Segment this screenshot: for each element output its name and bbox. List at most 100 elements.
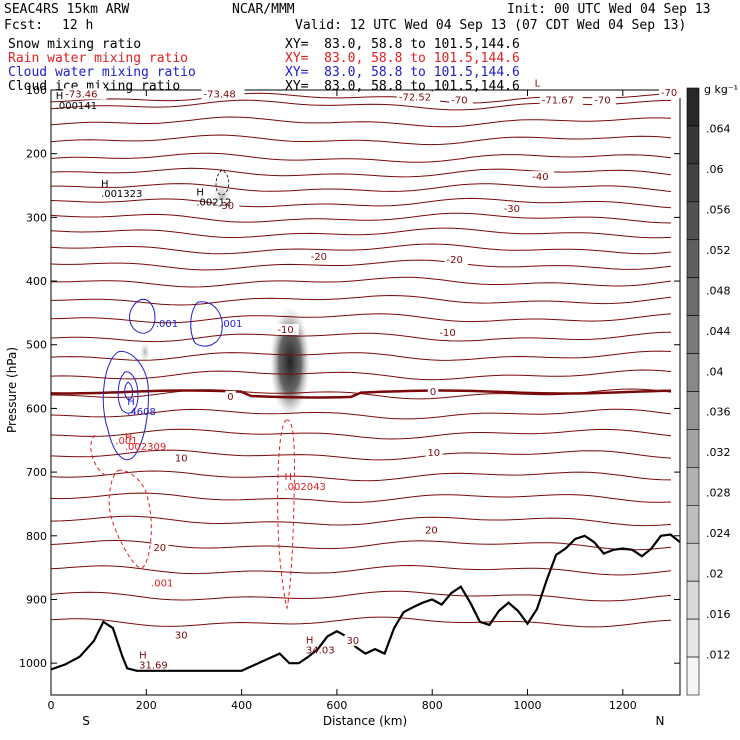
temperature-contour-line [50,515,672,527]
temperature-label: -70 [661,88,677,99]
temperature-label-bg [396,91,440,103]
cloud-water-contours [102,298,223,461]
colorbar-tick-label: .036 [706,406,731,419]
y-axis-label: Pressure (hPa) [5,347,19,433]
cloud-contour-c-inner [117,371,139,414]
plot-axes: 0 200 400 600 800 1000 12001002003004005006007… [19,84,681,712]
temperature-label-bg [423,524,441,536]
extremum-label: .4608 [127,407,156,418]
colorbar-segment [686,618,700,658]
init-time: Init: 00 UTC Wed 04 Sep 13 [507,2,711,17]
forecast-hour: 12 h [62,18,94,33]
temperature-label: -72.52 [399,93,431,104]
x-axis-label: Distance (km) [323,714,407,728]
x-tick-label: 0 [48,699,55,712]
temperature-contour-line [50,116,672,128]
x-tick-label: 400 [231,699,252,712]
x-tick-label: 1200 [609,699,637,712]
temperature-contour-line [50,259,672,271]
y-tick-label: 1000 [19,657,47,670]
temperature-contour-line [50,350,672,361]
colorbar-segment [686,580,700,620]
temperature-contour-line [51,183,672,193]
temperature-label-bg [658,87,683,99]
legend-snow-xy: XY= 83.0, 58.8 to 101.5,144.6 [285,37,520,52]
colorbar-tick-label: .056 [706,203,731,216]
temperature-label-bg [344,634,362,646]
temperature-contour-line [50,313,672,324]
extremum-label: .001323 [101,189,142,200]
cloud-contour-b [190,301,223,347]
legend-cloud-water-label: Cloud water mixing ratio [8,65,196,80]
y-tick-label: 900 [26,593,47,606]
freezing-level-contour [50,389,672,399]
temperature-contour-line [50,470,672,482]
temperature-label: 0 [227,392,233,403]
legend-rain-xy: XY= 83.0, 58.8 to 101.5,144.6 [285,51,520,66]
y-tick-label: 400 [26,275,47,288]
rain-contour-left [108,469,152,569]
temperature-contour-line [50,449,672,461]
temperature-label: -73.48 [203,89,235,100]
colorbar-segment [686,467,700,506]
terrain-profile [50,533,681,672]
temperature-label: 10 [175,454,188,465]
colorbar-tick-label: .032 [706,446,731,459]
snow-contour-small [215,169,230,196]
x-tick-label: 600 [326,699,347,712]
x-tick-label: 800 [422,699,443,712]
y-tick-label: 700 [26,466,47,479]
forecast-label: Fcst: [4,18,44,33]
temperature-label-bg [172,629,190,641]
temperature-label: 30 [346,636,359,647]
extremum-marker: H [125,432,133,443]
extremum-marker: H [101,179,109,190]
colorbar-segment [686,239,700,278]
y-tick-label: 800 [26,530,47,543]
rain-contour-small [90,434,106,476]
temperature-contour-line [50,616,672,628]
temperature-label: -70 [594,96,610,107]
temperature-contour-line [50,227,672,239]
plot-frame [50,89,681,696]
temperature-label: 30 [175,631,188,642]
valid-time: Valid: 12 UTC Wed 04 Sep 13 (07 CDT Wed … [295,18,687,33]
extremum-marker: H [139,650,147,661]
x-end-label-north: N [656,714,665,728]
temperature-label-bg [501,203,526,214]
colorbar-segment [686,125,700,165]
temperature-contour-line [50,590,672,602]
temperature-label: 20 [153,543,166,554]
temperature-label-bg [308,250,333,262]
extremum-marker: H [284,472,292,483]
legend-rain-label: Rain water mixing ratio [8,51,189,66]
colorbar-unit: g kg⁻¹ [704,83,738,96]
contour-labels: -73.46 -73.48 -72.52 -70 -71.67 -70 -70 -40 -30 -… [56,78,683,671]
ice-shading-layer [140,178,310,417]
temperature-label-bg [172,452,190,464]
colorbar-tick-label: .012 [706,649,731,662]
y-tick-label: 600 [26,402,47,415]
terrain-line [50,533,681,672]
colorbar-tick-label: .044 [706,325,731,338]
temperature-contour-line [50,212,672,224]
temperature-contour-line [50,243,672,255]
temperature-label: -20 [447,255,463,266]
colorbar-segment [686,163,700,203]
temperature-contour-line [50,369,672,381]
x-tick-label: 1000 [514,699,542,712]
org-label: NCAR/MMM [232,2,295,17]
extremum-label: 31.69 [139,660,168,671]
temperature-contour-line [50,134,672,146]
extremum-label: .00212 [196,197,231,208]
colorbar-tick-label: .064 [706,122,731,135]
extremum-marker: H [56,91,64,102]
rain-contour-center [277,419,295,610]
temperature-label-bg [449,94,473,106]
temperature-label: -40 [532,172,548,183]
temperature-label: -10 [277,325,293,336]
temperature-label-bg [275,324,299,335]
temperature-contour-line [50,152,672,163]
temperature-contour-line [50,492,672,503]
